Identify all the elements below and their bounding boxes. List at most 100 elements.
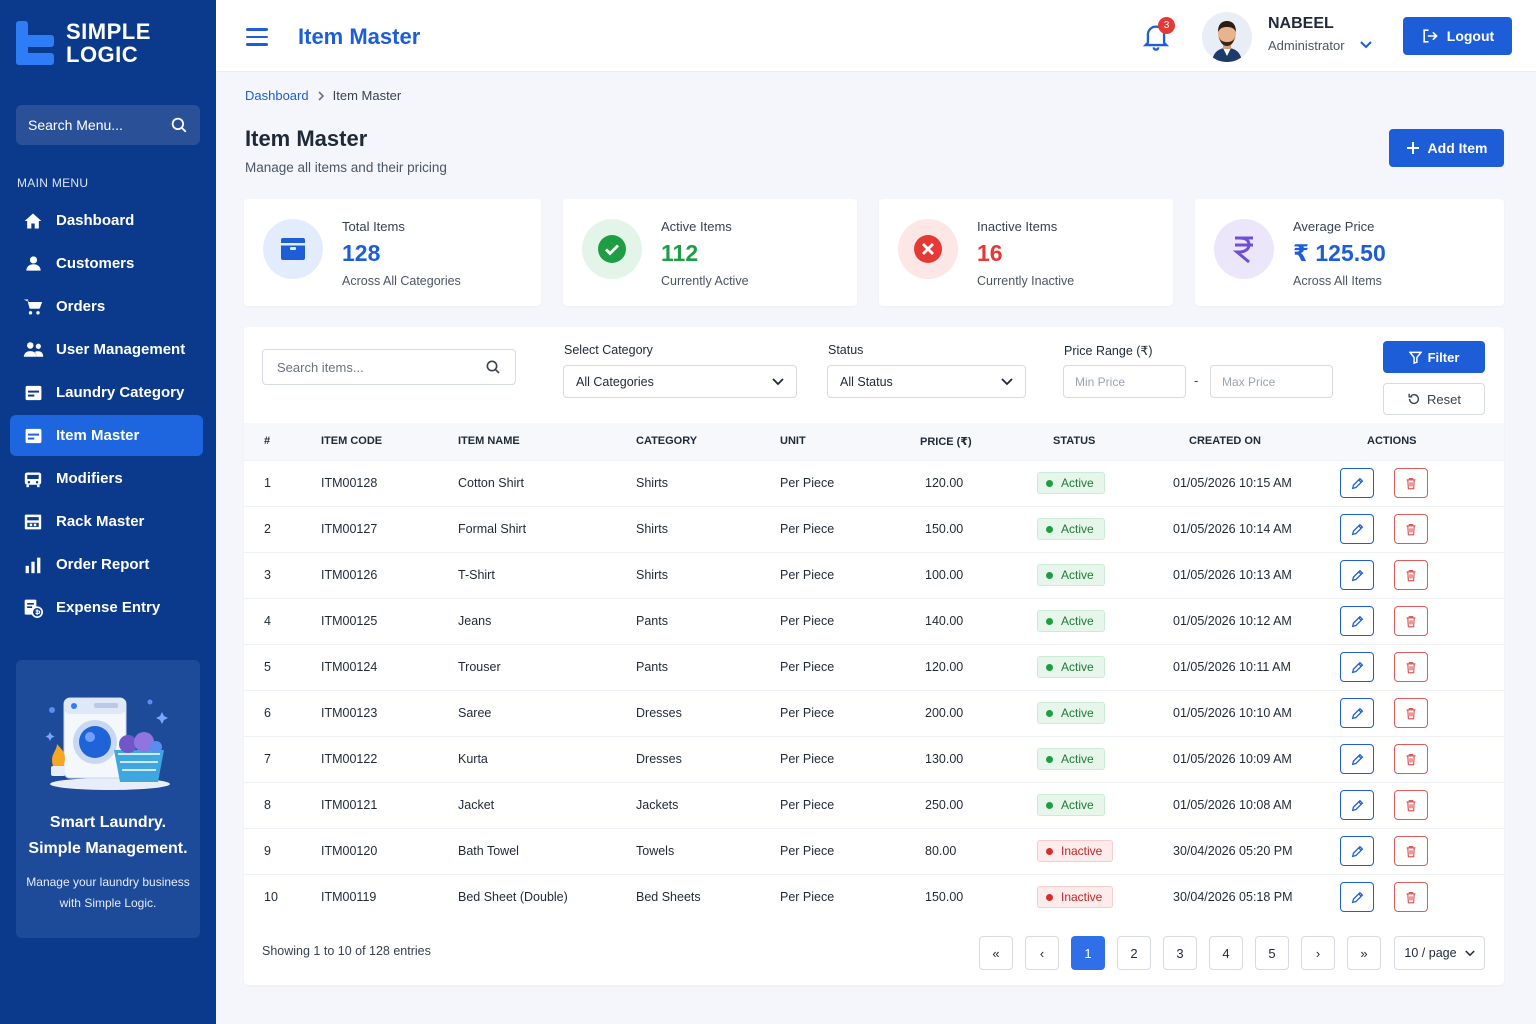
max-price-input[interactable]: Max Price <box>1210 365 1333 398</box>
min-price-placeholder: Min Price <box>1075 374 1126 389</box>
brand-name-line1: SIMPLE <box>66 19 151 44</box>
item-price: 130.00 <box>925 752 964 766</box>
status-text: Active <box>1061 752 1094 766</box>
logout-button[interactable]: Logout <box>1403 17 1512 55</box>
page-button-2[interactable]: 2 <box>1117 936 1151 970</box>
column-header-category[interactable]: CATEGORY <box>636 435 698 448</box>
category-filter-label: Select Category <box>564 343 653 357</box>
search-icon[interactable] <box>170 116 188 134</box>
sidebar-item-rack-master[interactable]: Rack Master <box>10 501 203 542</box>
created-on: 01/05/2026 10:12 AM <box>1173 614 1292 628</box>
status-text: Active <box>1061 660 1094 674</box>
column-header-price[interactable]: PRICE (₹) <box>920 435 972 448</box>
stat-note: Currently Active <box>661 274 749 288</box>
page-button-5[interactable]: 5 <box>1255 936 1289 970</box>
delete-button[interactable] <box>1394 698 1428 728</box>
sidebar-item-orders[interactable]: Orders <box>10 286 203 327</box>
page-button-1[interactable]: 1 <box>1071 936 1105 970</box>
item-code: ITM00127 <box>321 522 378 536</box>
item-name: Bed Sheet (Double) <box>458 890 568 905</box>
delete-button[interactable] <box>1394 744 1428 774</box>
edit-button[interactable] <box>1340 790 1374 820</box>
column-header-item-name[interactable]: ITEM NAME <box>458 435 520 448</box>
sidebar-item-user-management[interactable]: User Management <box>10 329 203 370</box>
table-row[interactable]: 7 ITM00122 Kurta Dresses Per Piece 130.00 Acti… <box>244 736 1504 782</box>
delete-button[interactable] <box>1394 652 1428 682</box>
column-header-status[interactable]: STATUS <box>1053 435 1096 448</box>
add-item-button[interactable]: Add Item <box>1389 129 1504 167</box>
table-row[interactable]: 4 ITM00125 Jeans Pants Per Piece 140.00 Active… <box>244 598 1504 644</box>
edit-button[interactable] <box>1340 468 1374 498</box>
sidebar-item-order-report[interactable]: Order Report <box>10 544 203 585</box>
search-items-input[interactable]: Search items... <box>262 349 516 385</box>
item-price: 80.00 <box>925 844 957 858</box>
category-select[interactable]: All Categories <box>563 365 797 398</box>
next-page-button[interactable]: › <box>1301 936 1335 970</box>
delete-button[interactable] <box>1394 606 1428 636</box>
x-circle-icon <box>898 219 958 279</box>
table-row[interactable]: 2 ITM00127 Formal Shirt Shirts Per Piece 150.… <box>244 506 1504 552</box>
page-button-3[interactable]: 3 <box>1163 936 1197 970</box>
table-row[interactable]: 8 ITM00121 Jacket Jackets Per Piece 250.00 Act… <box>244 782 1504 828</box>
chevron-down-icon[interactable] <box>1360 40 1372 50</box>
edit-button[interactable] <box>1340 698 1374 728</box>
notification-badge: 3 <box>1158 17 1175 34</box>
sidebar-item-laundry-category[interactable]: Laundry Category <box>10 372 203 413</box>
edit-button[interactable] <box>1340 560 1374 590</box>
menu-section-title: MAIN MENU <box>17 176 89 190</box>
delete-button[interactable] <box>1394 514 1428 544</box>
brand-logo[interactable]: SIMPLE LOGIC <box>16 20 151 66</box>
stat-card-inactive-items: Inactive Items 16 Currently Inactive <box>879 199 1173 306</box>
first-page-button[interactable]: « <box>979 936 1013 970</box>
breadcrumb-home-link[interactable]: Dashboard <box>245 88 309 103</box>
edit-button[interactable] <box>1340 882 1374 913</box>
table-row[interactable]: 3 ITM00126 T-Shirt Shirts Per Piece 100.00 Act… <box>244 552 1504 598</box>
table-row[interactable]: 6 ITM00123 Saree Dresses Per Piece 200.00 Acti… <box>244 690 1504 736</box>
sidebar-item-modifiers[interactable]: Modifiers <box>10 458 203 499</box>
user-name[interactable]: NABEEL <box>1268 15 1334 32</box>
item-category: Shirts <box>636 568 668 582</box>
table-row[interactable]: 5 ITM00124 Trouser Pants Per Piece 120.00 Acti… <box>244 644 1504 690</box>
table-row[interactable]: 10 ITM00119 Bed Sheet (Double) Bed Sheets Pe… <box>244 874 1504 920</box>
edit-button[interactable] <box>1340 744 1374 774</box>
category-icon <box>22 382 44 404</box>
column-header-item-code[interactable]: ITEM CODE <box>321 435 383 448</box>
sidebar-item-customers[interactable]: Customers <box>10 243 203 284</box>
edit-button[interactable] <box>1340 652 1374 682</box>
prev-page-button[interactable]: ‹ <box>1025 936 1059 970</box>
item-category: Jackets <box>636 798 679 812</box>
delete-button[interactable] <box>1394 790 1428 820</box>
table-row[interactable]: 9 ITM00120 Bath Towel Towels Per Piece 80.00 I… <box>244 828 1504 874</box>
table-row[interactable]: 1 ITM00128 Cotton Shirt Shirts Per Piece 120.… <box>244 460 1504 506</box>
reset-button[interactable]: Reset <box>1383 383 1485 415</box>
hamburger-menu-icon[interactable] <box>246 28 268 46</box>
search-icon[interactable] <box>485 359 501 375</box>
edit-button[interactable] <box>1340 836 1374 866</box>
page-size-select[interactable]: 10 / page <box>1394 936 1485 970</box>
delete-button[interactable] <box>1394 836 1428 866</box>
sidebar-item-expense-entry[interactable]: Expense Entry <box>10 587 203 628</box>
sidebar-item-item-master[interactable]: Item Master <box>10 415 203 456</box>
avatar[interactable] <box>1202 12 1252 62</box>
menu-search-placeholder: Search Menu... <box>28 117 123 133</box>
sidebar-item-dashboard[interactable]: Dashboard <box>10 200 203 241</box>
box-icon <box>263 219 323 279</box>
pencil-icon <box>1351 615 1363 627</box>
item-name: Jacket <box>458 798 495 812</box>
pencil-icon <box>1351 707 1363 719</box>
edit-button[interactable] <box>1340 514 1374 544</box>
column-header-unit[interactable]: UNIT <box>780 435 806 448</box>
last-page-button[interactable]: » <box>1347 936 1381 970</box>
delete-button[interactable] <box>1394 468 1428 498</box>
min-price-input[interactable]: Min Price <box>1063 365 1186 398</box>
filter-button[interactable]: Filter <box>1383 341 1485 373</box>
edit-button[interactable] <box>1340 606 1374 636</box>
column-header-created-on[interactable]: CREATED ON <box>1189 435 1261 448</box>
page-button-4[interactable]: 4 <box>1209 936 1243 970</box>
logo-icon <box>16 21 56 65</box>
delete-button[interactable] <box>1394 882 1428 913</box>
trash-icon <box>1406 569 1416 581</box>
status-select[interactable]: All Status <box>827 365 1026 398</box>
delete-button[interactable] <box>1394 560 1428 590</box>
menu-search-input[interactable]: Search Menu... <box>16 105 200 145</box>
